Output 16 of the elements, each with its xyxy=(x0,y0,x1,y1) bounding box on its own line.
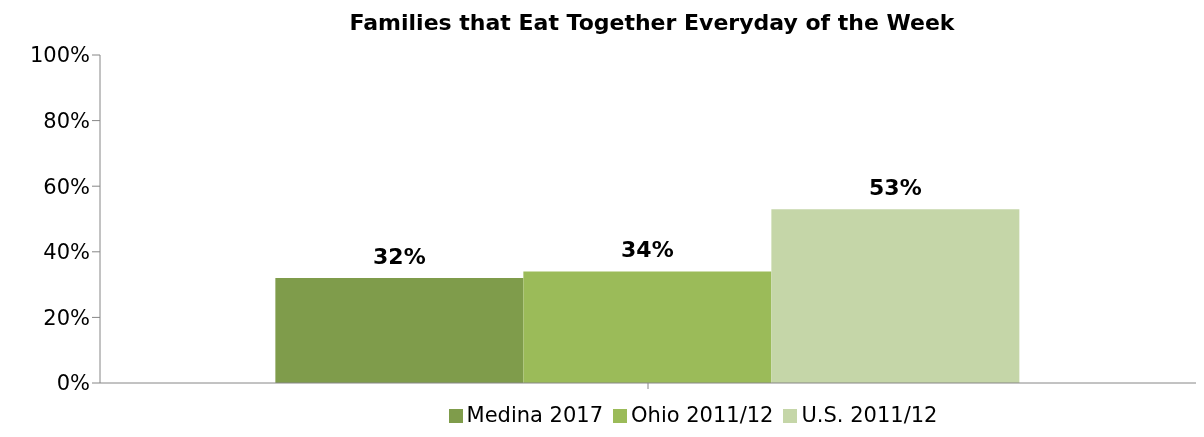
legend-label: U.S. 2011/12 xyxy=(801,403,938,427)
y-tick-label: 80% xyxy=(43,109,90,134)
legend-label: Ohio 2011/12 xyxy=(631,403,774,427)
bar xyxy=(275,278,524,383)
data-label: 32% xyxy=(373,244,426,270)
bar xyxy=(523,271,772,383)
y-tick-label: 100% xyxy=(29,43,90,68)
y-tick-label: 40% xyxy=(43,240,90,265)
y-tick-label: 20% xyxy=(43,305,90,330)
y-tick-label: 60% xyxy=(43,174,90,199)
data-label: 53% xyxy=(869,175,922,201)
y-tick-label: 0% xyxy=(56,371,90,396)
bar xyxy=(771,209,1020,383)
data-label: 34% xyxy=(621,237,674,263)
legend-label: Medina 2017 xyxy=(466,403,604,427)
chart-title: Families that Eat Together Everyday of the Week xyxy=(348,10,956,35)
